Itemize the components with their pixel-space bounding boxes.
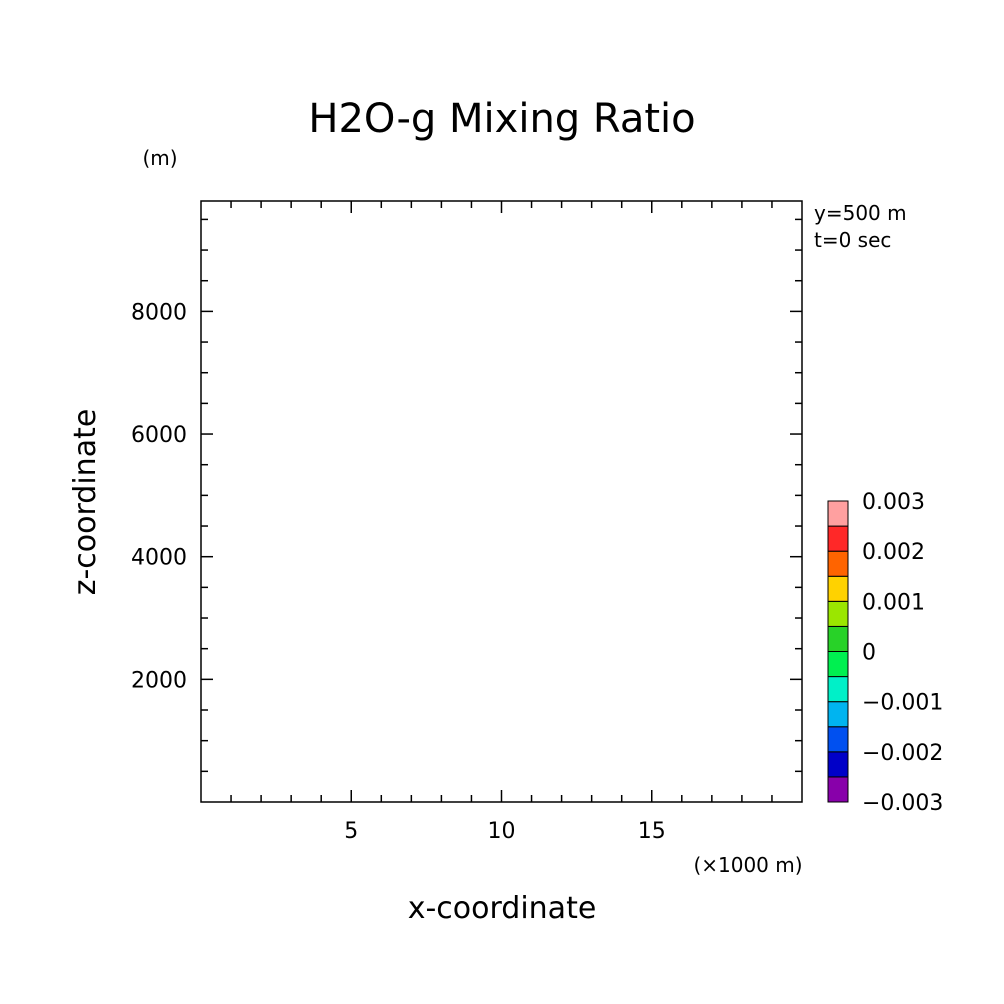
colorbar-segment [827, 651, 849, 678]
x-tick-label: 5 [344, 819, 358, 844]
y-tick-label: 8000 [131, 300, 187, 325]
plot-area [200, 200, 803, 803]
colorbar-segment [827, 500, 849, 527]
colorbar-labels: 0.003 0.002 0.001 0 −0.001 −0.002 −0.003 [862, 490, 943, 816]
colorbar-segment [827, 525, 849, 552]
colorbar-segment [827, 600, 849, 627]
x-axis-title: x-coordinate [408, 891, 597, 926]
chart-title: H2O-g Mixing Ratio [308, 96, 695, 142]
colorbar-label: 0 [862, 641, 876, 666]
colorbar-segment [827, 726, 849, 753]
y-tick-label: 6000 [131, 423, 187, 448]
colorbar-label: −0.003 [862, 791, 943, 816]
y-tick-label: 4000 [131, 546, 187, 571]
y-axis-title: z-coordinate [68, 409, 103, 596]
y-axis-unit: (m) [142, 146, 177, 170]
colorbar [827, 500, 849, 803]
y-tick-label: 2000 [131, 668, 187, 693]
colorbar-segment [827, 776, 849, 803]
x-axis-unit: (×1000 m) [693, 853, 802, 877]
colorbar-label: 0.001 [862, 590, 925, 615]
colorbar-segment [827, 575, 849, 602]
colorbar-label: 0.002 [862, 540, 925, 565]
axis-ticks [201, 201, 802, 802]
x-tick-label: 15 [638, 819, 666, 844]
colorbar-label: −0.001 [862, 691, 943, 716]
colorbar-label: 0.003 [862, 490, 925, 515]
info-text-y: y=500 m [814, 201, 907, 225]
info-text-t: t=0 sec [814, 228, 891, 252]
colorbar-segment [827, 676, 849, 703]
colorbar-label: −0.002 [862, 741, 943, 766]
colorbar-segment [827, 625, 849, 653]
axis-tick-labels: 5 10 15 2000 4000 6000 8000 [131, 300, 666, 844]
colorbar-segment [827, 701, 849, 728]
colorbar-segment [827, 550, 849, 577]
colorbar-segment [827, 751, 849, 778]
x-tick-label: 10 [488, 819, 516, 844]
